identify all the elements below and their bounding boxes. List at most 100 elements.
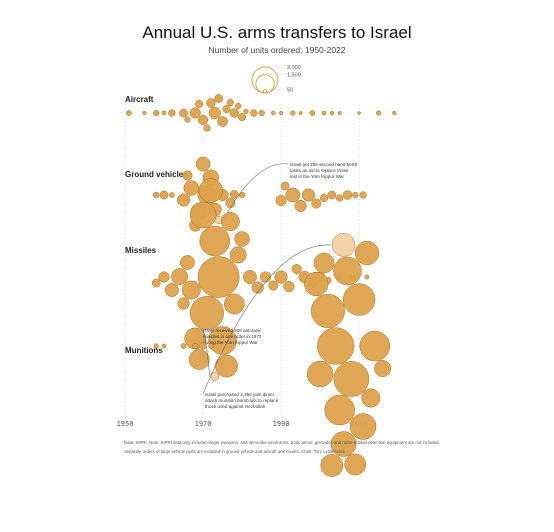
bubble <box>275 194 287 207</box>
bubble <box>168 109 176 117</box>
annotation: missiles in one order in 1973 <box>203 334 262 339</box>
bubble <box>274 270 288 284</box>
row-label: Ground vehicles <box>125 170 188 179</box>
bubble <box>229 246 247 264</box>
bubble <box>250 109 258 117</box>
bubble <box>171 268 189 285</box>
bubble <box>180 255 195 270</box>
bubble <box>310 293 345 329</box>
bubble <box>177 297 190 310</box>
bubble <box>320 193 329 203</box>
bubble <box>226 98 234 107</box>
row-label: Aircraft <box>125 95 154 104</box>
bubble <box>142 110 147 116</box>
bubble <box>359 191 367 199</box>
bubble <box>342 190 353 200</box>
bubble <box>306 360 334 388</box>
bubble <box>280 181 290 191</box>
bubble <box>189 201 217 229</box>
bubble <box>217 116 228 127</box>
bubble <box>151 278 161 288</box>
bubble <box>126 110 132 116</box>
bubble <box>199 342 207 350</box>
legend-circle <box>262 89 268 94</box>
annotation: those used against Hezbollah <box>205 404 266 409</box>
bubble <box>195 156 211 172</box>
bubble <box>285 187 301 203</box>
bubble <box>214 94 224 103</box>
bubble <box>392 110 397 116</box>
bubble <box>311 198 322 209</box>
bubble <box>294 199 307 213</box>
bubble <box>243 108 249 115</box>
bubble <box>189 295 224 331</box>
bubble <box>327 190 337 200</box>
bubble <box>344 453 367 476</box>
bubble <box>197 256 240 298</box>
annotation-arrow <box>200 329 210 377</box>
bubble <box>321 110 327 116</box>
bubble <box>336 194 344 202</box>
bubble <box>164 283 179 297</box>
highlighted-bubble <box>331 233 356 257</box>
bubble <box>161 343 167 349</box>
bubble <box>268 280 279 291</box>
legend-circle <box>251 66 279 94</box>
annotation: lost in the Yom Kippur War <box>290 174 344 179</box>
footnote: Data: SIPRI. Note: SIPRI data only inclu… <box>124 440 440 454</box>
bubble <box>153 191 160 199</box>
bubble <box>298 111 303 115</box>
bubble <box>220 212 240 231</box>
bubble <box>234 231 250 247</box>
bubble <box>359 330 391 362</box>
annotation: Israel got 250 second hand M-60 <box>290 162 358 167</box>
bubble <box>180 343 187 349</box>
bubble <box>159 190 169 200</box>
bubble <box>192 342 199 350</box>
x-tick-label: 1970 <box>195 420 212 428</box>
bubble <box>198 178 223 203</box>
chart-title: Annual U.S. arms transfers to Israel <box>142 23 411 42</box>
annotation-arrow <box>202 244 332 395</box>
annotation-arrow <box>223 163 289 221</box>
bubble <box>317 327 355 365</box>
bubble <box>309 110 316 116</box>
bubble <box>229 108 239 118</box>
legend-circle <box>255 74 275 94</box>
bubble <box>259 271 272 283</box>
bubble <box>161 110 167 116</box>
bubble <box>199 225 231 257</box>
bubble <box>374 360 392 377</box>
annotation: Israel purchased 2,350 joint direct <box>205 392 275 397</box>
bubble <box>376 110 382 116</box>
legend-label: 1,500 <box>287 73 301 79</box>
legend-label: 3,000 <box>287 65 301 71</box>
bubble <box>153 109 160 117</box>
bubble <box>208 106 221 120</box>
bubble <box>206 98 216 108</box>
bubble <box>184 116 191 123</box>
bubble <box>291 264 302 274</box>
bubble <box>208 343 214 349</box>
bubble <box>198 115 209 125</box>
bubble <box>357 111 361 115</box>
bubble <box>333 256 362 286</box>
bubble <box>349 413 377 440</box>
annotation: Israel received 300 anti-tank <box>203 328 261 333</box>
bubble <box>189 107 201 119</box>
bubble <box>270 110 276 116</box>
bubble <box>304 271 329 297</box>
bubble <box>301 188 315 202</box>
bubble <box>203 124 211 132</box>
bubble <box>258 109 265 117</box>
legend-label: 50 <box>287 88 293 94</box>
x-tick-label: 1950 <box>117 420 134 428</box>
x-tick-label: 1990 <box>273 420 290 428</box>
bubble <box>313 252 335 274</box>
bubble <box>352 191 359 199</box>
bubble <box>283 280 295 293</box>
bubble <box>242 270 257 284</box>
row-label: Missiles <box>125 246 157 255</box>
bubble <box>290 110 296 116</box>
